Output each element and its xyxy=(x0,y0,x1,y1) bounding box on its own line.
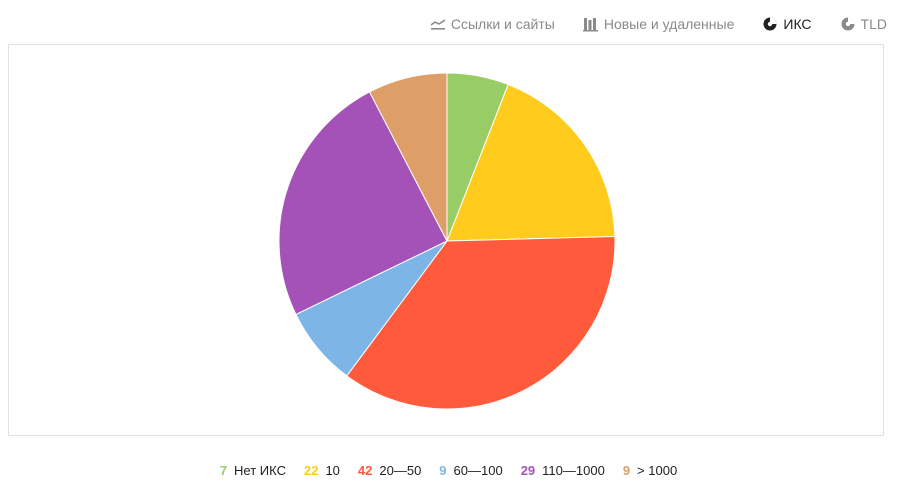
pie-slice[interactable] xyxy=(446,83,616,242)
pie-chart xyxy=(278,72,616,410)
line-chart-icon xyxy=(430,16,446,32)
legend-item[interactable]: 22 10 xyxy=(304,463,340,478)
tab-tld[interactable]: TLD xyxy=(840,16,887,32)
legend-count: 9 xyxy=(622,463,631,478)
chart-area xyxy=(8,44,884,436)
legend-item[interactable]: 29 110—1000 xyxy=(521,463,605,478)
tab-label: Ссылки и сайты xyxy=(450,16,555,32)
legend-label: 60—100 xyxy=(453,463,503,478)
bar-chart-icon xyxy=(582,16,599,32)
tab-label: TLD xyxy=(860,16,887,32)
pie-slice[interactable] xyxy=(278,91,448,316)
pie-slice[interactable] xyxy=(368,72,448,242)
legend-count: 42 xyxy=(357,463,373,478)
legend-count: 9 xyxy=(439,463,447,478)
legend-count: 7 xyxy=(219,463,228,478)
tab-label: Новые и удаленные xyxy=(603,16,735,32)
pie-chart-icon xyxy=(762,16,778,32)
tab-iks[interactable]: ИКС xyxy=(762,16,812,32)
legend-item[interactable]: 42 20—50 xyxy=(358,463,421,478)
legend-item[interactable]: 7 Нет ИКС xyxy=(220,463,286,478)
tab-new-and-removed[interactable]: Новые и удаленные xyxy=(582,16,735,32)
pie-slice[interactable] xyxy=(346,236,616,410)
legend: 7 Нет ИКС 22 10 42 20—50 9 60—100 29 110… xyxy=(0,463,897,478)
legend-label: 110—1000 xyxy=(542,463,605,478)
legend-label: 10 xyxy=(325,463,340,478)
legend-label: Нет ИКС xyxy=(234,463,286,478)
tab-label: ИКС xyxy=(783,16,812,32)
tab-links-and-sites[interactable]: Ссылки и сайты xyxy=(430,16,555,32)
legend-label: > 1000 xyxy=(637,463,678,478)
legend-item[interactable]: 9 > 1000 xyxy=(623,463,677,478)
chart-tabs: Ссылки и сайты Новые и удаленные ИКС TLD xyxy=(402,16,887,32)
legend-count: 22 xyxy=(303,463,319,478)
legend-item[interactable]: 9 60—100 xyxy=(439,463,502,478)
legend-count: 29 xyxy=(520,463,536,478)
legend-label: 20—50 xyxy=(379,463,422,478)
pie-chart-icon xyxy=(840,16,856,32)
